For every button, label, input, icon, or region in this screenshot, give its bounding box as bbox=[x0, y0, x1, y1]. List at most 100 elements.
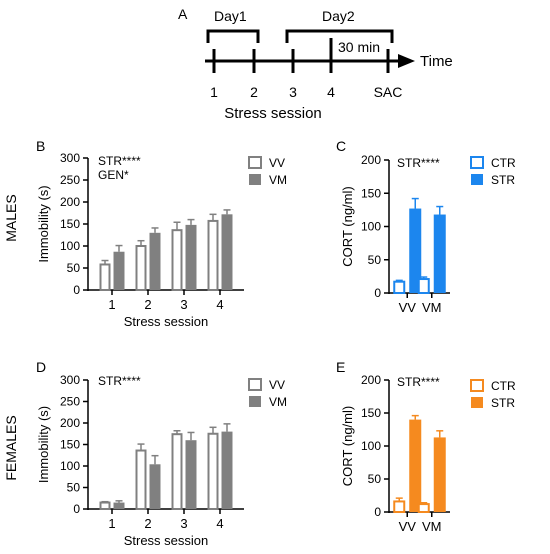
y-tick-label: 100 bbox=[361, 439, 381, 453]
chart-panel-d: D 0 50 100 150 200 250 300 Immobility (s) 1 2 3 4 Str… bbox=[36, 359, 287, 548]
x-tick-label: VM bbox=[422, 519, 442, 534]
y-tick-label: 50 bbox=[368, 472, 382, 486]
bar bbox=[113, 502, 125, 509]
timeline-tick-label: 3 bbox=[289, 84, 297, 100]
y-tick-label: 250 bbox=[60, 395, 80, 409]
timeline-xlabel: Stress session bbox=[224, 105, 322, 122]
stat-annotation: GEN* bbox=[98, 168, 129, 182]
y-tick-label: 100 bbox=[60, 459, 80, 473]
timeline-tick-label: 4 bbox=[327, 84, 335, 100]
legend-label: VM bbox=[269, 395, 287, 409]
chart-panel-e: E 0 50 100 150 200 CORT (ng/ml) VV VM STR**** CTR S… bbox=[336, 359, 516, 534]
y-axis-label: Immobility (s) bbox=[36, 406, 51, 483]
legend-swatch bbox=[471, 174, 483, 185]
timeline-tick-label: 1 bbox=[210, 84, 218, 100]
stat-annotation: STR**** bbox=[397, 156, 440, 170]
y-tick-label: 200 bbox=[60, 195, 80, 209]
legend-swatch bbox=[471, 397, 483, 408]
timeline-tick-label: SAC bbox=[374, 84, 403, 100]
x-tick-label: 1 bbox=[108, 516, 115, 531]
legend-swatch bbox=[248, 156, 262, 169]
y-axis-label: CORT (ng/ml) bbox=[340, 186, 355, 266]
day1-bracket bbox=[206, 29, 260, 43]
day1-label: Day1 bbox=[214, 8, 247, 24]
bar bbox=[171, 229, 183, 292]
bar bbox=[113, 251, 125, 290]
bar bbox=[393, 280, 406, 295]
y-axis-label: Immobility (s) bbox=[36, 185, 51, 262]
y-tick-label: 300 bbox=[60, 151, 80, 165]
legend-label: VV bbox=[269, 156, 285, 170]
bar bbox=[171, 433, 183, 510]
x-tick-label: 4 bbox=[216, 297, 223, 312]
bar bbox=[149, 232, 161, 290]
y-tick-label: 50 bbox=[67, 261, 81, 275]
x-tick-label: VV bbox=[399, 519, 417, 534]
y-tick-label: 150 bbox=[60, 217, 80, 231]
panel-label: C bbox=[336, 138, 346, 154]
chart-panel-c: C 0 50 100 150 200 CORT (ng/ml) VV VM STR**** CTR S… bbox=[336, 138, 516, 315]
panel-label-a: A bbox=[178, 6, 188, 22]
timeline-panel: A Day1 Day2 30 min Time 1 2 3 4 SAC Stre… bbox=[178, 6, 453, 122]
x-tick-label: 3 bbox=[180, 297, 187, 312]
legend-swatch bbox=[249, 174, 261, 185]
legend-label: CTR bbox=[491, 379, 516, 393]
x-tick-label: 3 bbox=[180, 516, 187, 531]
time-axis-label: Time bbox=[420, 53, 453, 70]
bar bbox=[135, 449, 147, 510]
x-tick-label: 1 bbox=[108, 297, 115, 312]
day2-bracket bbox=[285, 29, 394, 43]
y-tick-label: 150 bbox=[60, 438, 80, 452]
y-tick-label: 300 bbox=[60, 373, 80, 387]
y-tick-label: 150 bbox=[361, 186, 381, 200]
panel-label: E bbox=[336, 359, 345, 375]
y-tick-label: 200 bbox=[361, 373, 381, 387]
x-tick-label: 2 bbox=[144, 516, 151, 531]
row-label-males: MALES bbox=[3, 194, 19, 241]
y-tick-label: 50 bbox=[67, 481, 81, 495]
wait-label: 30 min bbox=[338, 39, 380, 55]
bar bbox=[433, 214, 446, 293]
bar bbox=[207, 432, 219, 510]
legend-swatch bbox=[470, 156, 484, 169]
y-tick-label: 50 bbox=[368, 253, 382, 267]
bar bbox=[207, 219, 219, 291]
stat-annotation: STR**** bbox=[397, 375, 440, 389]
x-axis-label: Stress session bbox=[124, 533, 209, 548]
time-axis-arrowhead bbox=[398, 54, 415, 68]
x-tick-label: 4 bbox=[216, 516, 223, 531]
y-tick-label: 100 bbox=[361, 220, 381, 234]
y-tick-label: 0 bbox=[374, 286, 381, 300]
chart-panel-b: B 0 50 100 150 200 250 300 Immobility (s) 1 2 3 4 Str… bbox=[36, 138, 287, 329]
legend-swatch bbox=[470, 379, 484, 392]
bar bbox=[99, 263, 111, 292]
bar bbox=[409, 419, 422, 512]
x-tick-label: VV bbox=[399, 300, 417, 315]
bar bbox=[185, 440, 197, 509]
legend-swatch bbox=[249, 396, 261, 407]
legend-label: CTR bbox=[491, 156, 516, 170]
bar bbox=[99, 501, 111, 510]
bar bbox=[393, 500, 406, 514]
stat-annotation: STR**** bbox=[98, 374, 141, 388]
y-tick-label: 100 bbox=[60, 239, 80, 253]
legend-swatch bbox=[248, 378, 262, 391]
y-tick-label: 200 bbox=[60, 416, 80, 430]
panel-label: D bbox=[36, 359, 46, 375]
y-tick-label: 200 bbox=[361, 153, 381, 167]
bar bbox=[185, 224, 197, 290]
day2-label: Day2 bbox=[322, 8, 355, 24]
y-axis-label: CORT (ng/ml) bbox=[340, 406, 355, 486]
row-label-females: FEMALES bbox=[3, 415, 19, 480]
y-tick-label: 0 bbox=[73, 283, 80, 297]
legend-label: VM bbox=[269, 173, 287, 187]
timeline-ticks bbox=[212, 38, 390, 73]
panel-label: B bbox=[36, 138, 45, 154]
y-tick-label: 150 bbox=[361, 406, 381, 420]
bar bbox=[417, 278, 430, 295]
legend-label: VV bbox=[269, 378, 285, 392]
bar bbox=[149, 464, 161, 509]
bar bbox=[433, 437, 446, 512]
x-tick-label: VM bbox=[422, 300, 442, 315]
timeline-tick-label: 2 bbox=[250, 84, 258, 100]
